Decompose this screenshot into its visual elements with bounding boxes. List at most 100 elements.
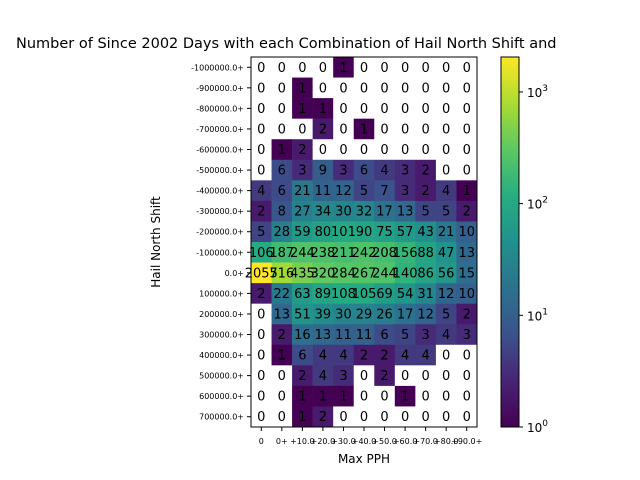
heatmap-cell (271, 324, 293, 346)
heatmap-cell (251, 303, 272, 325)
cell-value-label: 11 (356, 328, 373, 343)
heatmap-cell (435, 303, 457, 325)
heatmap-cell (374, 242, 396, 263)
heatmap-cell (415, 242, 437, 263)
cell-value-label: 22 (274, 287, 291, 302)
cell-value-label: 0 (463, 349, 471, 364)
cell-value-label: 13 (315, 328, 332, 343)
cell-value-label: 4 (339, 349, 347, 364)
cell-value-label: 51 (294, 307, 311, 322)
heatmap-cell (415, 303, 437, 325)
cell-value-label: 0 (339, 122, 347, 137)
cell-value-label: 89 (315, 287, 332, 302)
cell-value-label: 1 (463, 184, 471, 199)
heatmap-cell (374, 221, 396, 243)
heatmap-cell (333, 303, 355, 325)
cell-value-label: 0 (463, 102, 471, 117)
heatmap-cell (333, 283, 355, 304)
heatmap-cell (435, 180, 457, 202)
heatmap-cell (374, 139, 396, 161)
cell-value-label: 17 (376, 205, 393, 220)
heatmap-cell (435, 324, 457, 346)
cell-value-label: 242 (352, 246, 377, 261)
cell-value-label: 0 (257, 143, 265, 158)
heatmap-cell (271, 303, 293, 325)
cell-value-label: 86 (417, 266, 434, 281)
heatmap-cell (394, 303, 416, 325)
cell-value-label: 0 (319, 81, 327, 96)
y-tick-label: -500000.0+ (196, 166, 244, 175)
cell-value-label: 4 (319, 369, 327, 384)
heatmap-cell (435, 98, 457, 119)
heatmap-cell (353, 221, 375, 243)
heatmap-cell (415, 180, 437, 202)
cell-value-label: 27 (294, 205, 311, 220)
cell-value-label: 2 (360, 349, 368, 364)
cell-value-label: 0 (442, 102, 450, 117)
heatmap-cell (333, 365, 355, 387)
heatmap-cell (456, 180, 478, 202)
x-tick-label: +80.0 (434, 437, 459, 446)
heatmap-cell (415, 365, 437, 387)
heatmap-cell (353, 139, 375, 161)
cell-value-label: 0 (442, 61, 450, 76)
y-tick-label: 0.0+ (225, 269, 244, 278)
cell-value-label: 0 (360, 61, 368, 76)
heatmap-cell (271, 262, 293, 284)
heatmap-cell (292, 283, 313, 304)
cell-value-label: 0 (380, 81, 388, 96)
cell-value-label: 1 (298, 410, 306, 425)
y-tick-label: -1000000.0+ (191, 63, 244, 72)
heatmap-cell (394, 221, 416, 243)
cell-value-label: 0 (401, 369, 409, 384)
heatmap-cell (251, 262, 272, 284)
heatmap-cell (312, 77, 334, 99)
heatmap-cell (374, 303, 396, 325)
cell-value-label: 0 (442, 122, 450, 137)
cell-value-label: 284 (331, 266, 356, 281)
cell-value-label: 0 (257, 164, 265, 179)
cell-value-label: 2 (298, 369, 306, 384)
cell-value-label: 0 (380, 390, 388, 405)
colorbar-ticks: 100 101 102 103 (519, 84, 548, 435)
heatmap-cell (456, 324, 478, 346)
cell-value-label: 30 (335, 307, 352, 322)
cell-value-label: 5 (421, 205, 429, 220)
heatmap-cell (353, 365, 375, 387)
cell-value-label: 0 (360, 81, 368, 96)
heatmap-cell (394, 344, 416, 366)
heatmap-cell (292, 365, 313, 387)
cell-value-label: 1 (298, 81, 306, 96)
cell-value-label: 6 (278, 164, 286, 179)
cell-value-label: 3 (421, 328, 429, 343)
cell-value-label: 1 (278, 143, 286, 158)
cell-value-label: 1 (278, 349, 286, 364)
heatmap-cell (435, 221, 457, 243)
heatmap-cell (312, 365, 334, 387)
heatmap-cell (415, 57, 437, 78)
cell-value-label: 30 (335, 205, 352, 220)
heatmap-cell (374, 406, 396, 428)
y-tick-label: 600000.0+ (199, 392, 244, 401)
heatmap-cell (435, 283, 457, 304)
heatmap-cell (435, 385, 457, 407)
cell-value-label: 2 (421, 164, 429, 179)
heatmap-cell (415, 139, 437, 161)
heatmap-cell (312, 385, 334, 407)
cell-value-label: 0 (442, 349, 450, 364)
cell-value-label: 3 (339, 369, 347, 384)
cell-value-label: 0 (463, 390, 471, 405)
cell-value-label: 2 (278, 328, 286, 343)
heatmap-cell (374, 200, 396, 222)
heatmap-cell (333, 200, 355, 222)
cell-value-label: 0 (278, 122, 286, 137)
heatmap-cell (312, 118, 334, 140)
cell-value-label: 1 (339, 61, 347, 76)
cell-value-label: 211 (331, 246, 356, 261)
cell-value-label: 4 (319, 349, 327, 364)
x-tick-label: 0+ (276, 437, 288, 446)
cell-value-label: 0 (442, 369, 450, 384)
heatmap-cell (394, 98, 416, 119)
heatmap-cell (456, 406, 478, 428)
colorbar-tick-label: 101 (527, 307, 548, 323)
